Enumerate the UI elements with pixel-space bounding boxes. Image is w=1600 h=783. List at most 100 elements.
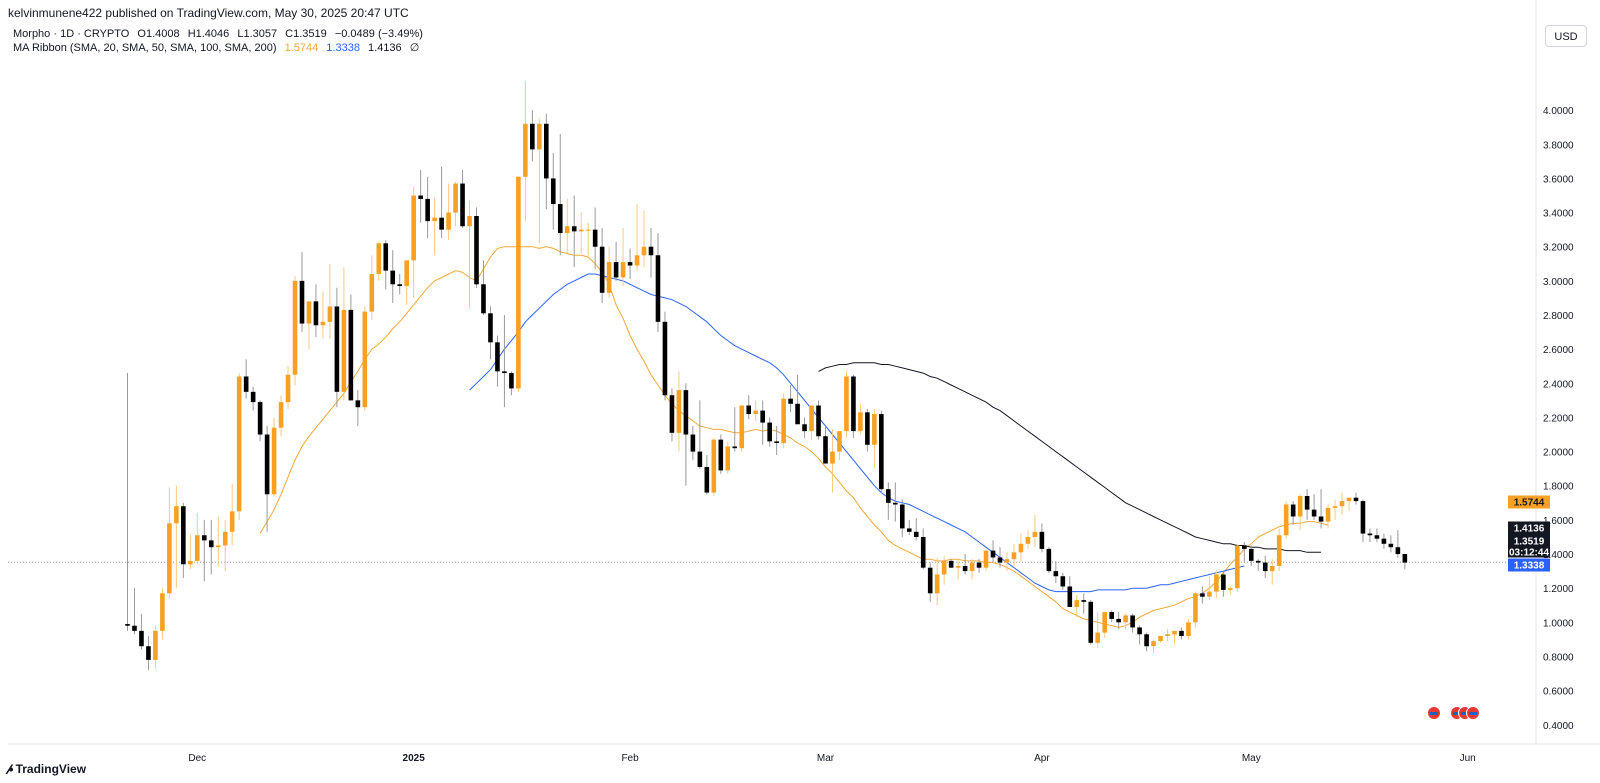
candle-body: [139, 630, 144, 647]
candle: [292, 275, 298, 386]
candle-body: [327, 306, 333, 322]
y-tick-label: 3.2000: [1543, 243, 1574, 254]
candle-body: [1395, 547, 1401, 555]
candle-body: [634, 255, 640, 266]
candle: [620, 227, 626, 286]
candle-body: [676, 390, 682, 433]
candle: [788, 385, 793, 413]
candle-body: [983, 550, 989, 568]
candle-body: [1081, 600, 1087, 602]
price-label-box: [1508, 558, 1550, 572]
candle: [774, 425, 779, 456]
candle-body: [781, 398, 786, 444]
candle-body: [718, 439, 724, 471]
candle: [599, 227, 605, 304]
candle: [383, 239, 389, 290]
us-flag-icon[interactable]: [1427, 706, 1441, 720]
candle: [1235, 543, 1240, 592]
candle: [516, 176, 521, 392]
candle: [523, 81, 528, 222]
candle: [215, 516, 221, 566]
candle: [495, 335, 500, 387]
candle: [585, 222, 591, 257]
candle-body: [669, 395, 675, 433]
candle-body: [348, 309, 354, 401]
candle: [208, 519, 214, 575]
candle: [760, 400, 765, 445]
candle-body: [962, 565, 968, 572]
candle-body: [886, 489, 891, 503]
candle-body: [1123, 615, 1128, 623]
candle: [271, 417, 277, 496]
candle: [1165, 629, 1170, 642]
candle: [418, 169, 423, 223]
candle-body: [1242, 545, 1247, 549]
candle-body: [795, 403, 800, 425]
candle: [132, 588, 137, 635]
candle-body: [948, 560, 954, 568]
candle-body: [181, 506, 186, 565]
candle: [948, 559, 954, 568]
candle: [1179, 627, 1184, 640]
y-tick-label: 1.8000: [1543, 482, 1574, 493]
candle-body: [1248, 548, 1254, 561]
tradingview-logo[interactable]: ⁄⁄• TradingView: [8, 761, 86, 777]
candle: [278, 395, 284, 437]
candle: [809, 405, 814, 440]
currency-button[interactable]: USD: [1545, 25, 1587, 47]
candle: [1018, 533, 1024, 561]
candle: [557, 134, 563, 256]
candle-body: [229, 511, 235, 532]
price-label: 03:12:44: [1509, 548, 1549, 559]
candle-body: [236, 376, 242, 512]
candle-body: [467, 215, 472, 227]
candle-body: [432, 217, 437, 222]
x-tick-label: Dec: [188, 753, 206, 764]
candle: [488, 306, 493, 360]
candle: [1276, 528, 1282, 572]
candle-body: [774, 441, 779, 444]
candle-body: [1172, 630, 1177, 635]
y-tick-label: 3.0000: [1543, 277, 1574, 288]
candle-body: [934, 574, 940, 594]
indicator-name[interactable]: MA Ribbon (SMA, 20, SMA, 50, SMA, 100, S…: [13, 42, 277, 54]
candle-body: [620, 262, 626, 278]
candle-body: [955, 565, 961, 568]
candle: [627, 248, 633, 280]
us-flag-icon[interactable]: [1466, 706, 1480, 720]
candle: [1242, 542, 1247, 563]
candle-body: [739, 405, 745, 449]
candle: [662, 311, 668, 401]
candle: [1367, 528, 1373, 543]
y-tick-label: 2.0000: [1543, 448, 1574, 459]
candle: [962, 554, 968, 575]
candle: [1325, 504, 1331, 529]
candle-body: [167, 523, 172, 594]
candle: [439, 166, 444, 239]
candle: [1311, 494, 1317, 520]
candle-body: [1346, 497, 1352, 502]
candle: [690, 425, 696, 461]
y-tick-label: 1.6000: [1543, 516, 1574, 527]
candle: [795, 374, 800, 425]
candle: [1200, 586, 1205, 604]
y-tick-label: 4.0000: [1543, 106, 1574, 117]
candle-body: [578, 229, 584, 232]
candle-body: [222, 531, 228, 546]
candle-body: [732, 446, 738, 449]
candle: [1262, 555, 1268, 578]
candle-body: [746, 405, 752, 415]
candle-body: [160, 593, 165, 631]
symbol-name[interactable]: Morpho · 1D · CRYPTO: [13, 28, 130, 40]
candle: [174, 485, 179, 589]
candle-body: [1367, 533, 1373, 536]
candle: [201, 519, 207, 582]
candle: [1388, 535, 1394, 553]
candle: [718, 434, 724, 474]
candle: [1297, 494, 1303, 531]
candle-body: [1095, 632, 1101, 643]
candle-body: [1304, 495, 1310, 510]
candle: [858, 403, 863, 435]
y-tick-label: 2.2000: [1543, 413, 1574, 424]
